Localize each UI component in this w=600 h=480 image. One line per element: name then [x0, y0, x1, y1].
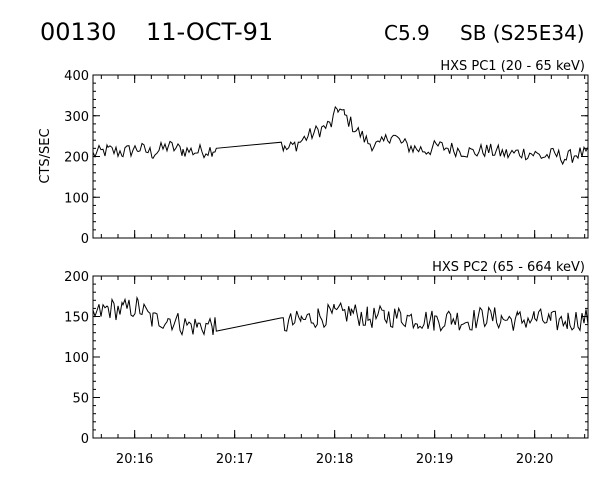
y-tick-label: 200 — [64, 151, 89, 166]
y-axis-label: CTS/SEC — [38, 128, 53, 183]
y-tick-label: 0 — [81, 432, 89, 447]
x-tick-label: 20:20 — [516, 452, 553, 467]
flare-class: C5.9 — [384, 21, 430, 45]
event-date: 11-OCT-91 — [146, 18, 273, 46]
x-tick-label: 20:19 — [416, 452, 453, 467]
y-tick-label: 400 — [64, 69, 89, 84]
series-line-pc2 — [92, 295, 589, 337]
y-tick-label: 300 — [64, 110, 89, 125]
y-tick-label: 200 — [64, 270, 89, 285]
y-tick-label: 100 — [64, 191, 89, 206]
flare-location: SB (S25E34) — [460, 21, 585, 45]
x-tick-label: 20:17 — [216, 452, 253, 467]
panel-hxs-pc2: HXS PC2 (65 - 664 keV) 0 50 100 150 200 20:16… — [64, 260, 589, 467]
y-tick-label: 50 — [72, 392, 89, 407]
y-tick-label: 0 — [81, 232, 89, 247]
y-tick-label: 150 — [64, 311, 89, 326]
x-tick-label: 20:18 — [316, 452, 353, 467]
x-tick-label: 20:16 — [116, 452, 153, 467]
panel-2-title: HXS PC2 (65 - 664 keV) — [432, 260, 585, 275]
event-id: 00130 — [40, 18, 116, 46]
panel-hxs-pc1: HXS PC1 (20 - 65 keV) CTS/SEC 0 100 200 300… — [38, 59, 589, 247]
panel-2-frame — [92, 275, 589, 439]
series-line-pc1 — [92, 105, 589, 166]
panel-1-frame — [92, 74, 589, 239]
panel-1-title: HXS PC1 (20 - 65 keV) — [440, 59, 585, 74]
y-tick-label: 100 — [64, 351, 89, 366]
